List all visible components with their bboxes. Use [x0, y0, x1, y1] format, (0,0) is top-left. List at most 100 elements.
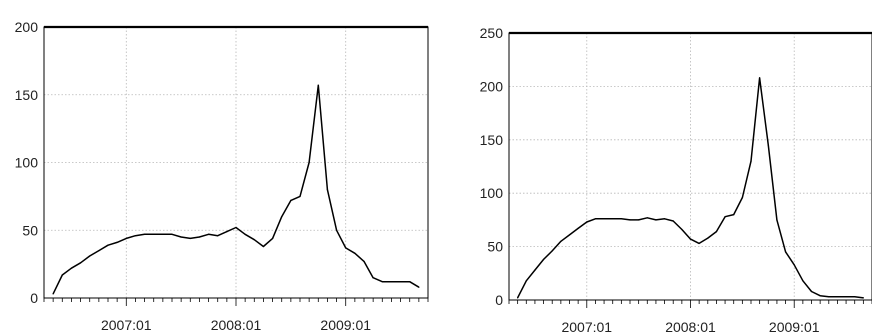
data-point: [845, 296, 847, 298]
data-point: [308, 161, 310, 164]
data-point: [810, 290, 813, 293]
data-point: [586, 221, 588, 223]
data-point: [733, 214, 735, 216]
y-tick-label: 200: [480, 78, 504, 94]
data-point: [603, 218, 605, 220]
data-point: [317, 84, 319, 86]
data-point: [862, 297, 865, 299]
data-point: [646, 217, 648, 219]
data-point: [253, 239, 255, 241]
data-point: [235, 226, 237, 229]
data-point: [819, 295, 821, 297]
data-point: [698, 242, 700, 244]
x-tick-label: 2007:01: [561, 319, 612, 335]
data-point: [560, 240, 562, 242]
data-point: [828, 296, 830, 298]
data-point: [70, 267, 72, 269]
data-point: [226, 231, 228, 233]
data-point: [80, 262, 82, 264]
data-point: [125, 237, 127, 239]
data-point: [336, 229, 338, 231]
data-point: [244, 233, 246, 235]
data-point: [707, 237, 709, 239]
data-point: [144, 233, 146, 235]
data-point: [363, 260, 365, 262]
data-point: [98, 250, 100, 252]
data-point: [767, 144, 769, 146]
data-point: [750, 160, 752, 162]
data-point: [281, 216, 283, 218]
data-point: [272, 237, 274, 239]
data-point: [400, 281, 402, 283]
data-point: [776, 219, 778, 221]
data-point: [681, 228, 683, 231]
data-point: [153, 233, 155, 235]
data-point: [189, 237, 191, 239]
data-point: [655, 219, 657, 221]
chart-right: 0 50 100 150 200 250 2007:01 2008:01 2009:01: [480, 25, 872, 335]
y-tick-label: 150: [15, 87, 39, 103]
data-point: [107, 244, 109, 246]
data-point: [620, 218, 623, 220]
data-point: [61, 274, 63, 276]
data-point: [299, 195, 301, 197]
data-point: [759, 77, 761, 79]
data-point: [290, 199, 292, 201]
data-point: [715, 231, 718, 233]
data-point: [629, 219, 631, 221]
x-tick-label: 2008:01: [665, 319, 716, 335]
data-point: [525, 280, 527, 282]
data-point: [381, 281, 383, 283]
y-tick-label: 50: [487, 239, 503, 255]
data-point: [134, 235, 136, 237]
data-point: [372, 277, 374, 279]
data-point: [672, 220, 674, 222]
data-point: [354, 252, 356, 254]
data-point: [534, 269, 536, 271]
data-point: [162, 233, 164, 235]
data-point: [741, 196, 744, 199]
data-point: [217, 235, 219, 237]
data-point: [836, 296, 839, 298]
data-point: [577, 227, 579, 229]
data-point: [689, 238, 692, 240]
y-tick-label: 150: [480, 132, 504, 148]
y-tick-label: 0: [30, 290, 38, 306]
data-point: [543, 258, 545, 260]
data-point: [180, 236, 182, 238]
data-point: [568, 234, 571, 236]
data-point: [638, 219, 640, 221]
data-point: [664, 218, 666, 220]
y-tick-label: 100: [15, 155, 39, 171]
data-point: [326, 189, 328, 191]
data-point: [409, 281, 411, 283]
data-point: [724, 216, 726, 218]
data-point: [262, 245, 264, 248]
y-tick-label: 200: [15, 19, 39, 35]
data-point: [198, 236, 200, 238]
data-point: [345, 247, 347, 249]
data-point: [594, 218, 597, 220]
y-tick-label: 0: [495, 292, 503, 308]
data-point: [418, 286, 420, 288]
data-point: [208, 233, 210, 235]
y-tick-label: 250: [480, 25, 504, 41]
x-tick-label: 2009:01: [320, 317, 371, 333]
data-point: [551, 250, 553, 252]
x-tick-label: 2008:01: [211, 317, 262, 333]
data-point: [793, 264, 795, 266]
chart-left: 0 50 100 150 200 2007:01 2008:01 2009:01: [15, 19, 429, 333]
data-point: [517, 297, 519, 299]
y-tick-label: 100: [480, 185, 504, 201]
data-point: [52, 293, 54, 295]
data-point: [785, 251, 787, 253]
data-point: [171, 233, 173, 235]
y-tick-label: 50: [22, 222, 38, 238]
data-point: [612, 218, 614, 220]
data-point: [802, 280, 804, 282]
x-tick-label: 2009:01: [769, 319, 820, 335]
x-tick-label: 2007:01: [101, 317, 152, 333]
data-point: [854, 296, 856, 298]
data-point: [390, 281, 392, 283]
